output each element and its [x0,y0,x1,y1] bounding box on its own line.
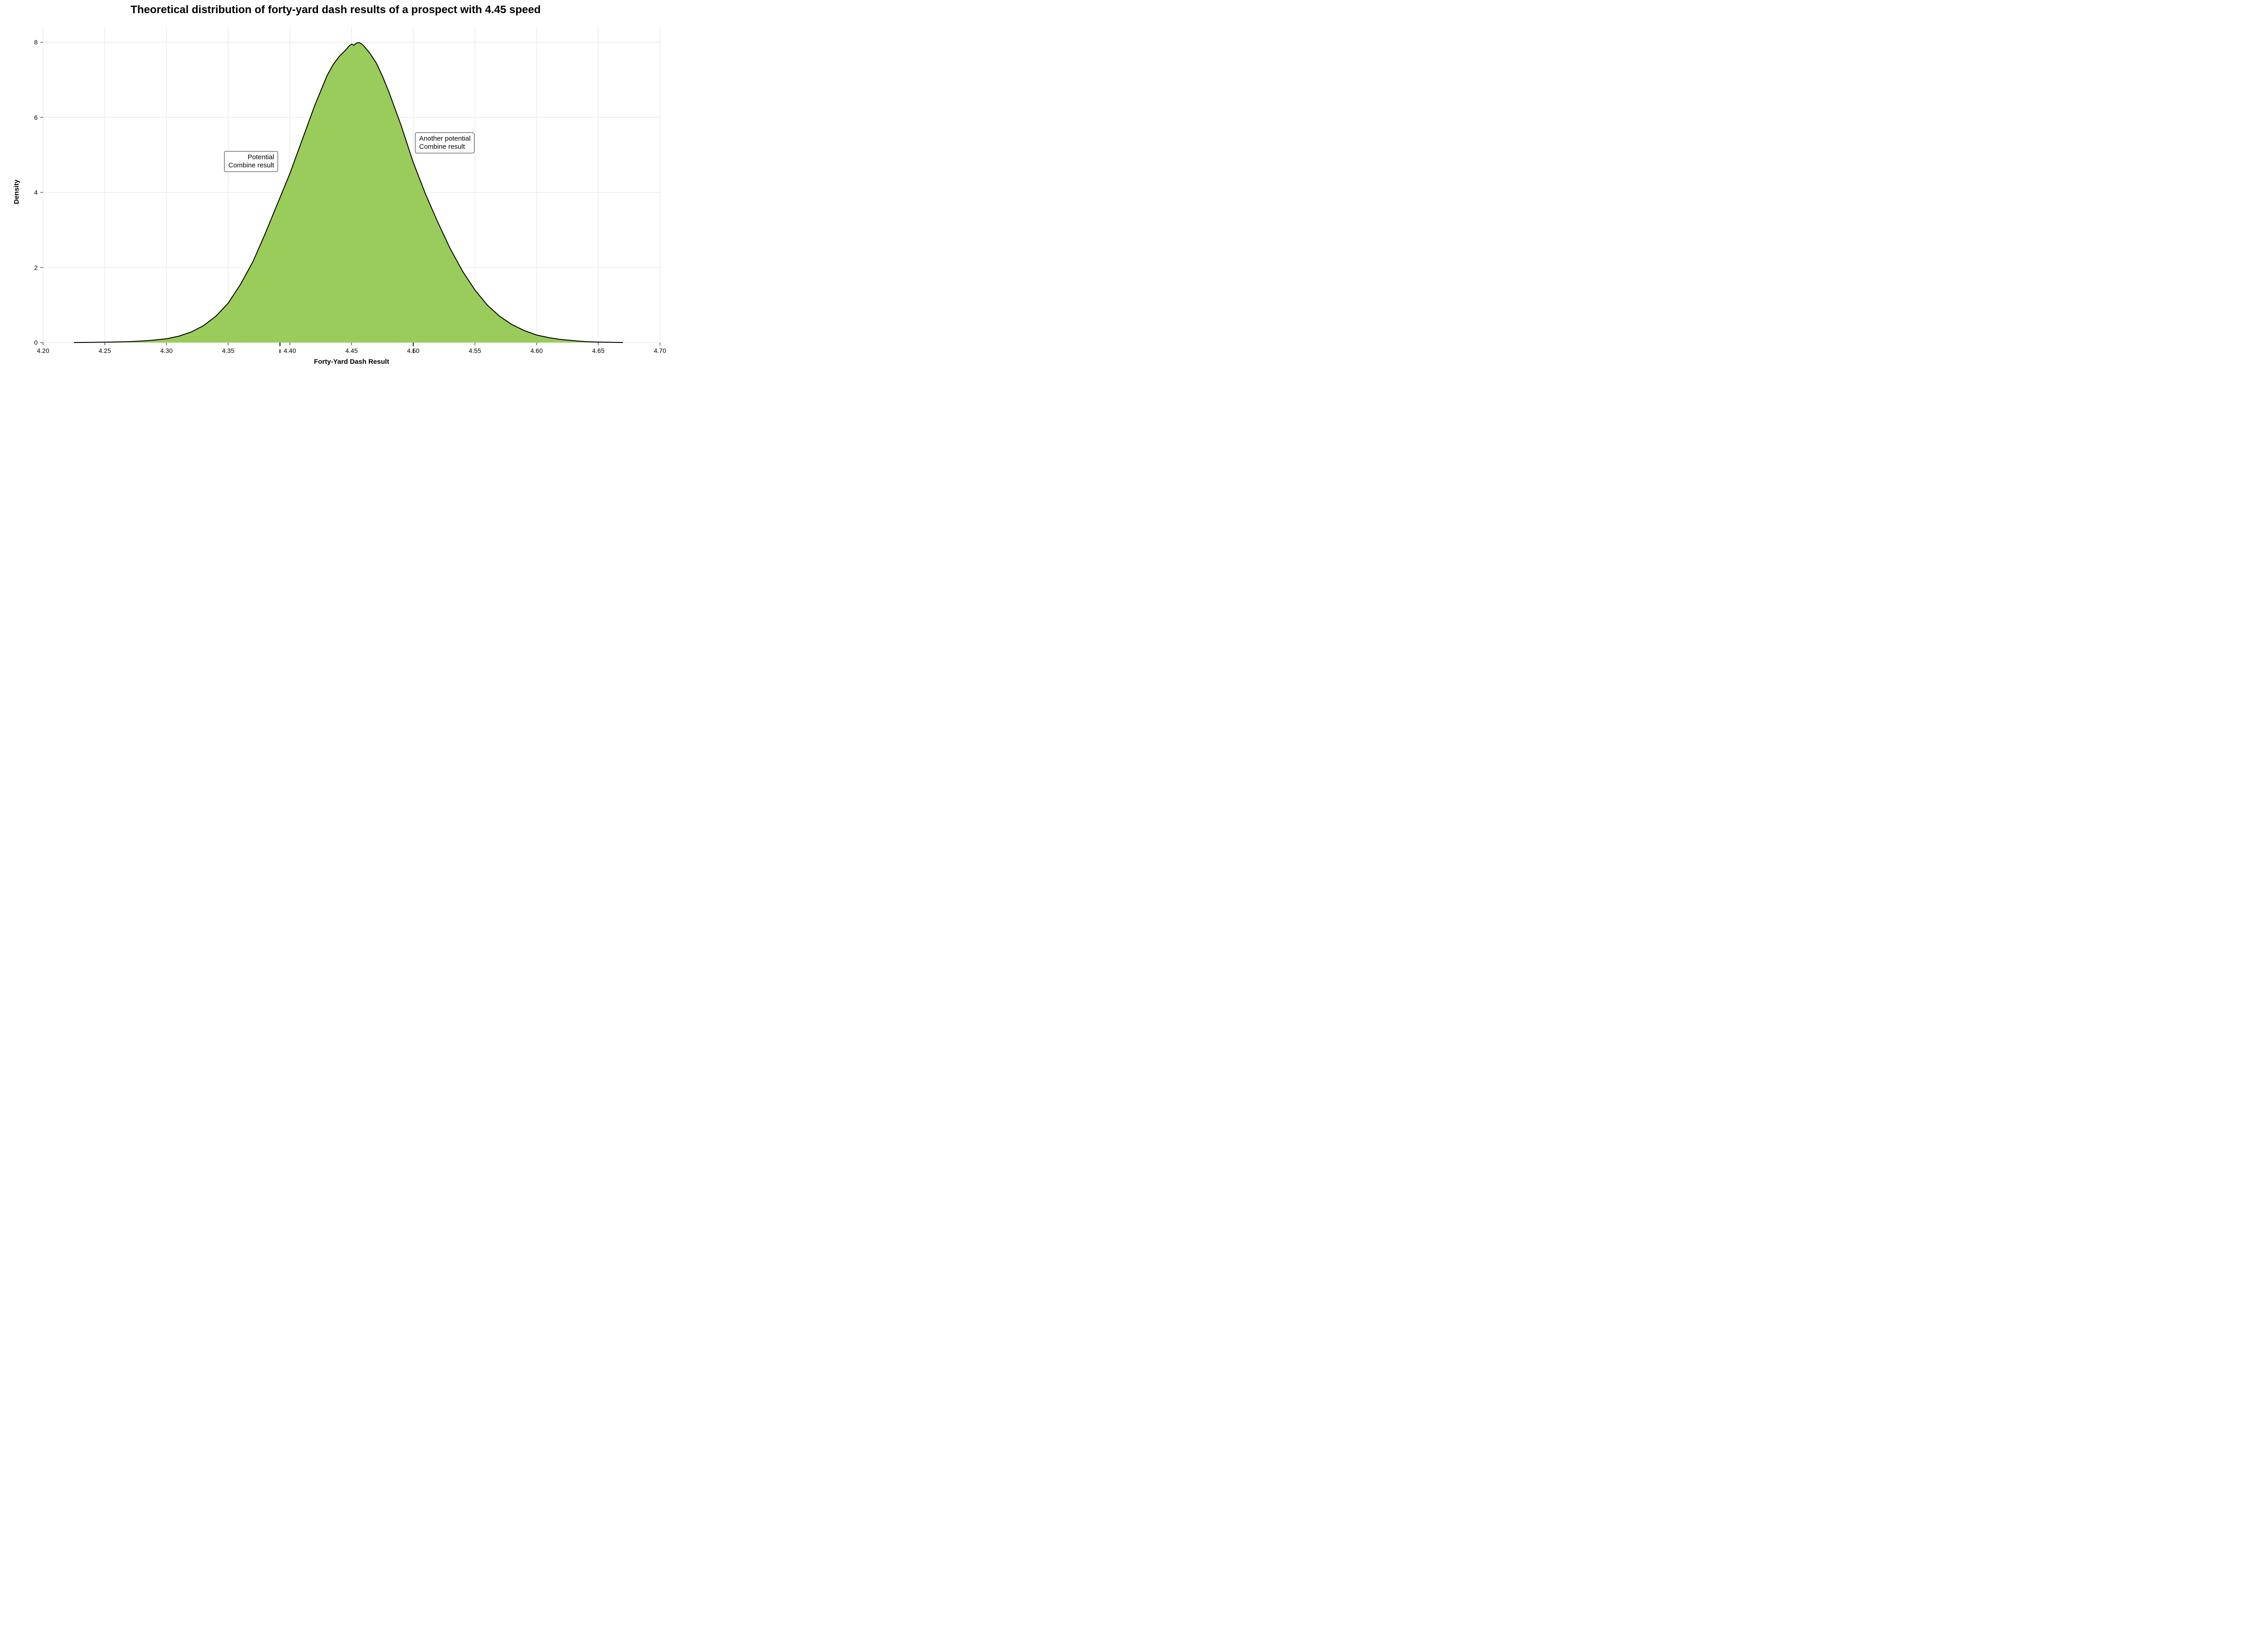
x-tick-label: 4.40 [284,347,296,354]
annotation-label-0: PotentialCombine result [224,151,278,172]
x-tick-label: 4.25 [98,347,111,354]
y-tick-label: 0 [34,339,38,346]
annotation-line: Potential [228,153,274,161]
annotation-label-1: Another potentialCombine result [415,132,474,153]
plot-area [43,27,660,354]
annotation-line: Combine result [228,161,274,170]
x-tick-label: 4.45 [345,347,357,354]
x-tick-label: 4.70 [654,347,666,354]
x-axis-title: Forty-Yard Dash Result [43,358,660,366]
plot-svg [43,27,660,354]
x-tick-label: 4.65 [592,347,604,354]
x-tick-label: 4.35 [222,347,234,354]
y-tick-label: 2 [34,264,38,271]
annotation-line: Combine result [419,143,470,151]
y-axis-title: Density [13,180,20,204]
y-tick-label: 4 [34,189,38,196]
x-tick-label: 4.60 [530,347,543,354]
x-tick-label: 4.50 [407,347,419,354]
x-tick-label: 4.55 [469,347,481,354]
x-tick-label: 4.20 [37,347,49,354]
chart-title: Theoretical distribution of forty-yard d… [0,4,671,16]
annotation-line: Another potential [419,135,470,143]
density-chart: Theoretical distribution of forty-yard d… [0,0,671,391]
y-tick-label: 8 [34,39,38,46]
y-tick-label: 6 [34,114,38,121]
x-tick-label: 4.30 [160,347,172,354]
